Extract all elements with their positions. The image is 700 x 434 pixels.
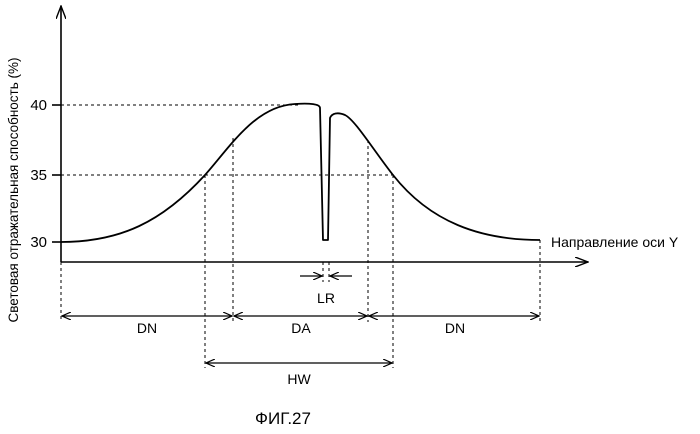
figure-caption: ФИГ.27 — [255, 409, 311, 428]
y-tick-label-35: 35 — [30, 167, 47, 184]
y-tick-label-40: 40 — [30, 97, 47, 114]
reflectance-curve — [61, 104, 540, 242]
dn-right-label: DN — [445, 320, 465, 336]
hw-label: HW — [287, 371, 311, 387]
lr-label: LR — [317, 290, 335, 306]
y-tick-label-30: 30 — [30, 234, 47, 251]
x-axis-title: Направление оси Y — [551, 234, 679, 250]
da-label: DA — [291, 320, 311, 336]
y-axis-title: Световая отражательная способность (%) — [6, 57, 21, 322]
dn-left-label: DN — [137, 320, 157, 336]
